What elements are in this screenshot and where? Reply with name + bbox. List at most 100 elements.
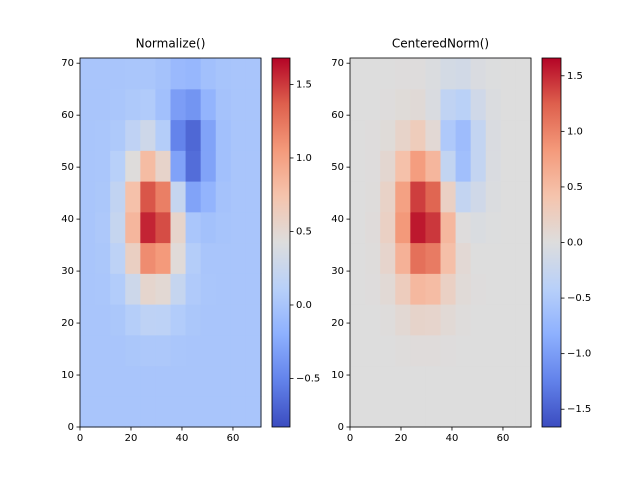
heatmap-cell: [350, 396, 366, 428]
heatmap-cell: [125, 119, 141, 151]
heatmap-cell: [500, 396, 517, 428]
heatmap-cell: [80, 150, 96, 182]
heatmap-cell: [485, 396, 502, 428]
heatmap-cell: [170, 211, 187, 244]
heatmap-cell: [455, 211, 472, 244]
heatmap-cell: [140, 119, 157, 151]
heatmap-cell: [95, 242, 111, 274]
heatmap-cell: [500, 273, 517, 305]
heatmap-cell: [380, 181, 396, 213]
heatmap-cell: [95, 304, 111, 336]
heatmap-cell: [380, 119, 396, 151]
heatmap-cell: [350, 88, 366, 121]
heatmap-cell: [440, 396, 457, 428]
heatmap-cell: [395, 304, 411, 336]
heatmap-cell: [350, 150, 366, 182]
heatmap-cell: [170, 150, 187, 182]
heatmap-cell: [140, 181, 157, 213]
heatmap-cell: [155, 58, 172, 90]
colorbar-tick-label: −0.5: [567, 293, 591, 304]
heatmap-cell: [140, 242, 157, 274]
heatmap-cell: [185, 273, 202, 305]
heatmap-cell: [425, 119, 442, 151]
heatmap-cell: [170, 304, 187, 336]
heatmap-cell: [185, 304, 202, 336]
heatmap-cell: [365, 150, 381, 182]
heatmap-cell: [440, 304, 457, 336]
heatmap-cell: [380, 242, 396, 274]
heatmap-cell: [245, 273, 262, 305]
heatmap-cell: [440, 365, 457, 397]
heatmap-cell: [380, 334, 396, 367]
heatmap-cell: [500, 304, 517, 336]
heatmap-cell: [110, 88, 126, 121]
heatmap-cell: [425, 58, 442, 90]
heatmap-cell: [380, 304, 396, 336]
heatmap-cell: [155, 150, 172, 182]
x-tick-label: 20: [395, 433, 408, 444]
heatmap-cell: [170, 119, 187, 151]
heatmap-cell: [470, 273, 487, 305]
heatmap-cell: [80, 273, 96, 305]
heatmap-cell: [485, 58, 502, 90]
x-tick-label: 0: [347, 433, 353, 444]
heatmap-cell: [500, 211, 517, 244]
colorbar-tick-label: −1.5: [567, 404, 591, 415]
heatmap-cell: [155, 242, 172, 274]
heatmap-cell: [515, 396, 532, 428]
heatmap-cell: [410, 304, 427, 336]
heatmap-cell: [110, 150, 126, 182]
heatmap-cell: [80, 242, 96, 274]
colorbar-tick-label: 1.0: [296, 153, 312, 164]
heatmap-cell: [365, 396, 381, 428]
heatmap-cell: [515, 242, 532, 274]
heatmap-cell: [125, 396, 141, 428]
heatmap-cell: [215, 304, 232, 336]
heatmap-cell: [365, 88, 381, 121]
heatmap-cell: [365, 304, 381, 336]
heatmap-cell: [230, 119, 247, 151]
heatmap-cell: [200, 304, 217, 336]
colorbar-tick-label: 0.5: [567, 182, 583, 193]
heatmap-cell: [95, 150, 111, 182]
heatmap-cell: [155, 211, 172, 244]
heatmap-cell: [365, 58, 381, 90]
heatmap-cell: [140, 396, 157, 428]
heatmap-cell: [485, 334, 502, 367]
heatmap-cell: [140, 273, 157, 305]
heatmap-cell: [410, 334, 427, 367]
heatmap-cell: [245, 211, 262, 244]
heatmap-cell: [440, 273, 457, 305]
heatmap-cell: [350, 304, 366, 336]
heatmap-cell: [425, 273, 442, 305]
heatmap-cell: [155, 396, 172, 428]
heatmap-cell: [455, 365, 472, 397]
heatmap-cell: [215, 365, 232, 397]
heatmap-cell: [395, 88, 411, 121]
heatmap-cell: [140, 304, 157, 336]
heatmap-cell: [215, 396, 232, 428]
heatmap-cell: [215, 88, 232, 121]
heatmap-cell: [125, 304, 141, 336]
heatmap-cell: [365, 334, 381, 367]
heatmap-cell: [455, 88, 472, 121]
heatmap-cell: [485, 119, 502, 151]
heatmap-cell: [230, 334, 247, 367]
colorbar-tick-label: −1.0: [567, 349, 591, 360]
y-tick-label: 0: [338, 422, 344, 433]
heatmap-cell: [155, 181, 172, 213]
heatmap-cell: [185, 242, 202, 274]
heatmap-cell: [440, 181, 457, 213]
heatmap-cell: [200, 88, 217, 121]
heatmap-cell: [95, 334, 111, 367]
heatmap-cell: [470, 334, 487, 367]
heatmap-cell: [515, 150, 532, 182]
heatmap-cell: [470, 365, 487, 397]
heatmap-cell: [470, 181, 487, 213]
heatmap-cell: [215, 334, 232, 367]
heatmap-cell: [350, 58, 366, 90]
heatmap-cell: [410, 365, 427, 397]
heatmap-cell: [410, 58, 427, 90]
heatmap-cell: [95, 396, 111, 428]
